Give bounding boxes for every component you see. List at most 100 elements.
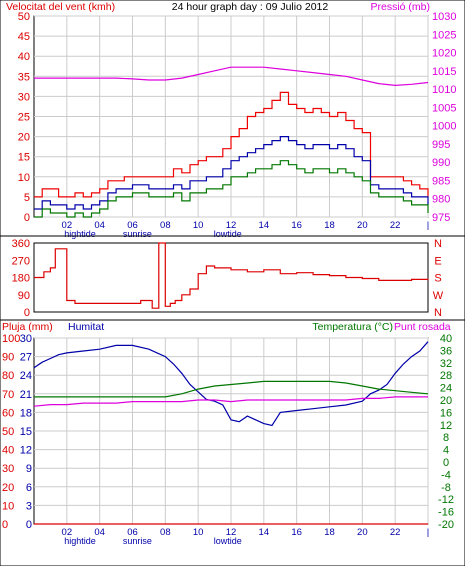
x-tick-label: 06	[127, 527, 138, 538]
x-tick-label: 14	[259, 527, 270, 538]
humidity-series-line	[33, 341, 429, 427]
x-tick-label: 06	[127, 220, 138, 231]
dewpoint-axis-label: Punt rosada	[394, 321, 451, 333]
x-tick-label: 04	[94, 527, 105, 538]
humidity-temperature-chart: Pluja (mm) Humitat Temperatura (°C) Punt…	[0, 319, 465, 567]
pressure-axis-label: Pressió (mb)	[370, 1, 430, 13]
x-tick-label: 22	[390, 527, 401, 538]
rain-tick-label: 80	[2, 370, 14, 382]
rain-tick-label: 100	[2, 333, 20, 345]
wind-tick-label: 0	[24, 212, 30, 224]
direction-tick-label: 270	[12, 255, 30, 267]
x-tick-label: 08	[160, 527, 171, 538]
x-tick-label: 04	[94, 220, 105, 231]
temperature-tick-label: -12	[438, 494, 454, 506]
wind-tick-label: 25	[18, 112, 30, 124]
humidity-tick-label: 21	[20, 389, 32, 401]
x-tick-label: 22	[390, 220, 401, 231]
humidity-tick-label: 6	[26, 482, 32, 494]
wind-tick-label: 35	[18, 71, 30, 83]
compass-label: N	[434, 307, 442, 319]
rain-axis-label: Pluja (mm)	[2, 321, 53, 333]
tide-annotation: hightide	[64, 536, 96, 546]
rain-tick-label: 50	[2, 426, 14, 438]
wind-pressure-chart: Velocitat del vent (kmh) 24 hour graph d…	[0, 0, 465, 239]
pressure-tick-label: 1005	[432, 102, 456, 114]
humidity-tick-label: 18	[20, 407, 32, 419]
compass-label: W	[433, 290, 444, 302]
wind-tick-label: 15	[18, 152, 30, 164]
temperature-tick-label: 4	[443, 445, 449, 457]
wind-tick-label: 20	[18, 132, 30, 144]
humidity-tick-label: 9	[26, 463, 32, 475]
temperature-tick-label: 32	[440, 358, 452, 370]
x-tick-label: 16	[291, 220, 302, 231]
wind-tick-label: 40	[18, 51, 30, 63]
x-tick-label: 10	[193, 527, 204, 538]
direction-plot-area	[33, 242, 429, 313]
temperature-tick-label: -4	[441, 469, 451, 481]
pressure-tick-label: 1015	[432, 66, 456, 78]
humidity-tick-label: 3	[26, 500, 32, 512]
x-tick-label: 14	[259, 220, 270, 231]
direction-tick-label: 0	[24, 307, 30, 319]
tide-annotation: lowtide	[214, 536, 242, 546]
rain-tick-label: 10	[2, 500, 14, 512]
x-tick-label: 20	[357, 527, 368, 538]
wind-axis-label: Velocitat del vent (kmh)	[6, 1, 115, 13]
x-tick-label: 02	[62, 527, 73, 538]
temperature-tick-label: 28	[440, 370, 452, 382]
x-tick-label: 02	[62, 220, 73, 231]
temperature-tick-label: 12	[440, 420, 452, 432]
pressure-tick-label: 1025	[432, 29, 456, 41]
pressure-tick-label: 1010	[432, 84, 456, 96]
rain-tick-label: 70	[2, 389, 14, 401]
x-tick-label: 12	[226, 220, 237, 231]
humidity-tick-label: 15	[20, 426, 32, 438]
temperature-axis-label: Temperatura (°C)	[312, 321, 393, 333]
compass-label: E	[434, 255, 441, 267]
gust-series-line	[34, 91, 429, 198]
wind-tick-label: 10	[18, 172, 30, 184]
pressure-tick-label: 1030	[432, 11, 456, 23]
tide-annotation: sunrise	[123, 229, 152, 239]
direction-series-line	[34, 242, 429, 309]
temperature-tick-label: 16	[440, 407, 452, 419]
wind-tick-label: 50	[18, 11, 30, 23]
pressure-tick-label: 1000	[432, 121, 456, 133]
rain-tick-label: 20	[2, 482, 14, 494]
pressure-tick-label: 1020	[432, 48, 456, 60]
tide-annotation: hightide	[64, 229, 96, 239]
x-tick-label: 18	[324, 220, 335, 231]
rain-tick-label: 30	[2, 463, 14, 475]
temperature-tick-label: 0	[443, 457, 449, 469]
wind-tick-label: 30	[18, 91, 30, 103]
rain-tick-label: 60	[2, 407, 14, 419]
x-tick-label: 20	[357, 220, 368, 231]
humidity-axis-label: Humitat	[68, 321, 104, 333]
compass-label: S	[434, 273, 441, 285]
humidity-tick-label: 24	[20, 370, 32, 382]
rain-tick-label: 40	[2, 445, 14, 457]
temperature-tick-label: 20	[440, 395, 452, 407]
low-series-line	[34, 160, 429, 218]
rain-tick-label: 0	[2, 519, 8, 531]
x-tick-label: 10	[193, 220, 204, 231]
temperature-tick-label: -8	[441, 482, 451, 494]
x-tick-label: 08	[160, 220, 171, 231]
humidity-tick-label: 27	[20, 352, 32, 364]
temperature-tick-label: -20	[438, 519, 454, 531]
temperature-tick-label: -16	[438, 507, 454, 519]
direction-tick-label: 360	[12, 238, 30, 250]
temperature-tick-label: 40	[440, 333, 452, 345]
temperature-series-line	[34, 380, 429, 398]
x-tick-label: 16	[291, 527, 302, 538]
pressure-series-line	[34, 66, 429, 87]
pressure-tick-label: 985	[432, 175, 450, 187]
x-tick-label: |	[427, 527, 429, 538]
temperature-tick-label: 24	[440, 383, 452, 395]
pressure-tick-label: 995	[432, 139, 450, 151]
tide-annotation: lowtide	[214, 229, 242, 239]
avg-series-line	[34, 136, 429, 210]
